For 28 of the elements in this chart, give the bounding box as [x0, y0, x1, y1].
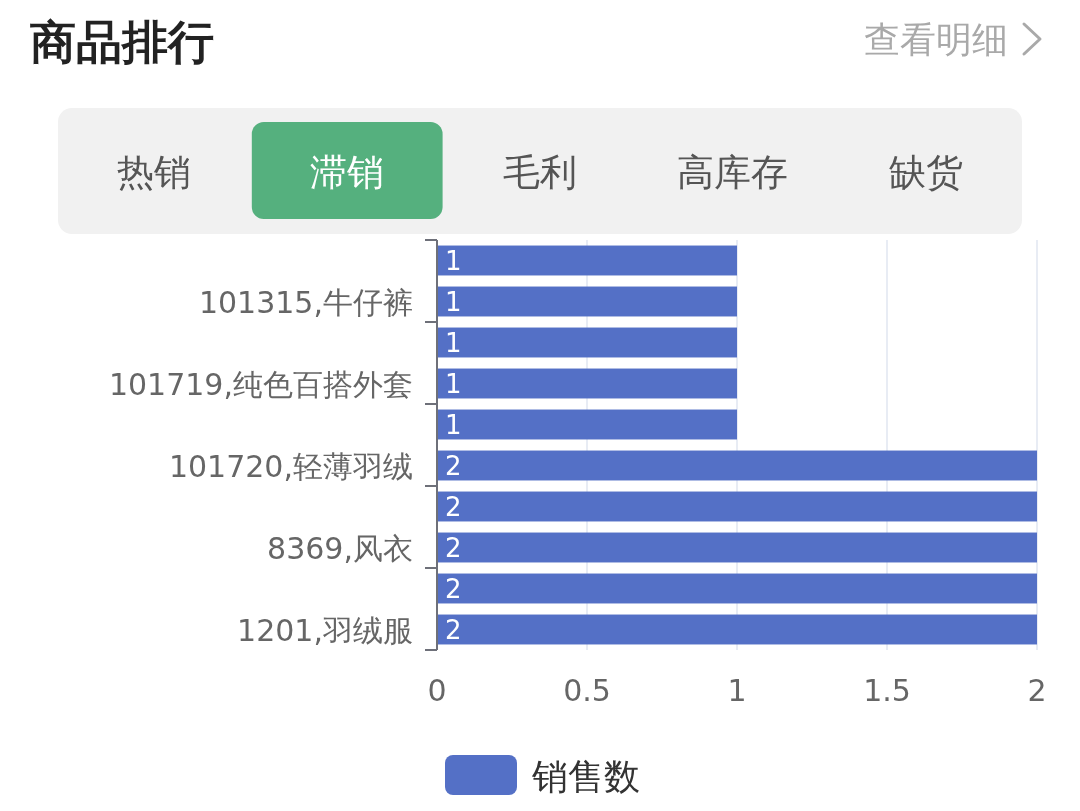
chart-title: 商品排行: [30, 15, 214, 69]
data-label: 2: [445, 532, 462, 563]
data-label: 2: [445, 573, 462, 604]
data-label: 2: [445, 491, 462, 522]
data-label: 1: [445, 286, 462, 317]
data-label: 2: [445, 450, 462, 481]
text: 缺货: [888, 151, 963, 194]
text: 热销: [117, 151, 192, 194]
legend-label: 销售数: [531, 756, 640, 797]
data-label: 1: [445, 368, 462, 399]
text: 滞销: [310, 151, 385, 194]
y-tick-label: 101720,轻薄羽绒: [168, 448, 413, 484]
y-tick-label: 1201,羽绒服: [237, 612, 413, 648]
text: 毛利: [503, 151, 577, 194]
data-label: 1: [445, 245, 462, 276]
y-tick-label: 8369,风衣: [267, 530, 413, 566]
text: 高库存: [677, 151, 789, 194]
y-tick-label: 101315,牛仔裤: [198, 284, 413, 320]
x-tick-label: 0: [427, 673, 447, 708]
x-tick-label: 1.5: [863, 673, 911, 708]
x-tick-label: 0.5: [563, 673, 611, 708]
data-label: 2: [445, 614, 462, 645]
y-tick-label: 101719,纯色百搭外套: [108, 366, 413, 402]
data-label: 1: [445, 409, 462, 440]
x-tick-label: 2: [1027, 673, 1047, 708]
data-label: 1: [445, 327, 462, 358]
x-tick-label: 1: [727, 673, 747, 708]
text: 查看明细: [864, 19, 1008, 60]
